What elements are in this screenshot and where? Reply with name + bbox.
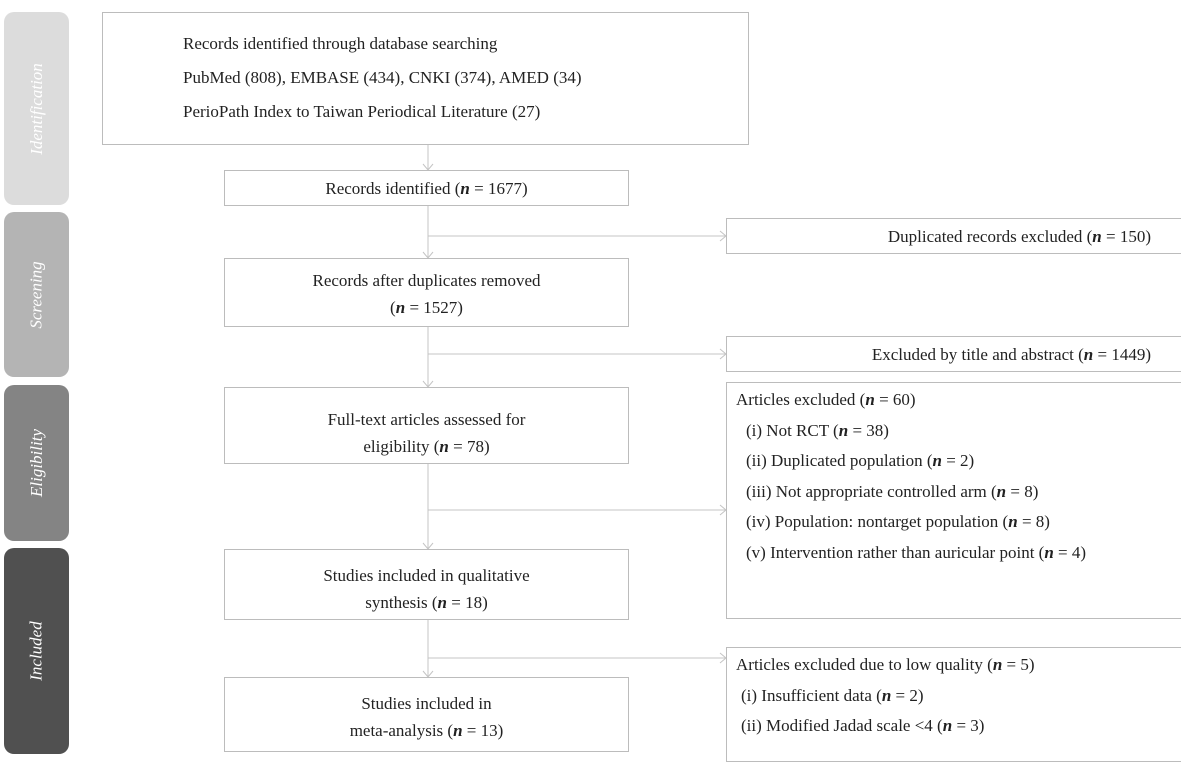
qualitative-title: Studies included in qualitative bbox=[323, 566, 530, 585]
records-identified-label: Records identified (n = 1677) bbox=[325, 179, 528, 198]
exclusion-reason: (ii) Duplicated population (n = 2) bbox=[746, 451, 975, 471]
box-fulltext-assessed: Full-text articles assessed for eligibil… bbox=[224, 387, 629, 464]
box-title-abstract-excluded: Excluded by title and abstract (n = 1449… bbox=[726, 336, 1181, 372]
meta-count: meta-analysis (n = 13) bbox=[349, 721, 504, 741]
phase-eligibility: Eligibility bbox=[4, 385, 69, 541]
search-line: PubMed (808), EMBASE (434), CNKI (374), … bbox=[183, 68, 582, 87]
box-records-identified: Records identified (n = 1677) bbox=[224, 170, 629, 206]
fulltext-count: eligibility (n = 78) bbox=[363, 437, 490, 457]
phase-identification: Identification bbox=[4, 12, 69, 205]
meta-title: Studies included in bbox=[361, 694, 492, 713]
exclusion-reason: (v) Intervention rather than auricular p… bbox=[746, 542, 1087, 562]
exclusion-reason: (iv) Population: nontarget population (n… bbox=[746, 512, 1050, 532]
search-line: PerioPath Index to Taiwan Periodical Lit… bbox=[183, 102, 541, 121]
after-duplicates-count: (n = 1527) bbox=[390, 298, 463, 318]
phase-included: Included bbox=[4, 548, 69, 754]
box-meta-analysis: Studies included in meta-analysis (n = 1… bbox=[224, 677, 629, 752]
duplicates-excluded-label: Duplicated records excluded (n = 150) bbox=[887, 227, 1151, 246]
low-quality-excluded-header: Articles excluded due to low quality (n … bbox=[736, 655, 1035, 674]
box-duplicates-excluded: Duplicated records excluded (n = 150) bbox=[726, 218, 1181, 254]
box-low-quality-excluded: Articles excluded due to low quality (n … bbox=[726, 647, 1181, 762]
eligibility-excluded-header: Articles excluded (n = 60) bbox=[736, 390, 916, 409]
title-abstract-excluded-label: Excluded by title and abstract (n = 1449… bbox=[871, 345, 1151, 364]
search-line: Records identified through database sear… bbox=[183, 34, 498, 53]
fulltext-title: Full-text articles assessed for bbox=[327, 410, 526, 429]
exclusion-reason: (i) Not RCT (n = 38) bbox=[746, 420, 889, 440]
box-eligibility-excluded: Articles excluded (n = 60) (i) Not RCT (… bbox=[726, 382, 1181, 619]
phase-screening: Screening bbox=[4, 212, 69, 377]
qualitative-count: synthesis (n = 18) bbox=[365, 593, 488, 613]
box-after-duplicates: Records after duplicates removed (n = 15… bbox=[224, 258, 629, 327]
box-qualitative-synthesis: Studies included in qualitative synthesi… bbox=[224, 549, 629, 620]
exclusion-reason: (ii) Modified Jadad scale <4 (n = 3) bbox=[741, 716, 985, 736]
exclusion-reason: (i) Insufficient data (n = 2) bbox=[741, 685, 924, 705]
exclusion-reason: (iii) Not appropriate controlled arm (n … bbox=[746, 481, 1039, 501]
box-database-search: Records identified through database sear… bbox=[102, 12, 749, 145]
after-duplicates-title: Records after duplicates removed bbox=[312, 271, 541, 290]
